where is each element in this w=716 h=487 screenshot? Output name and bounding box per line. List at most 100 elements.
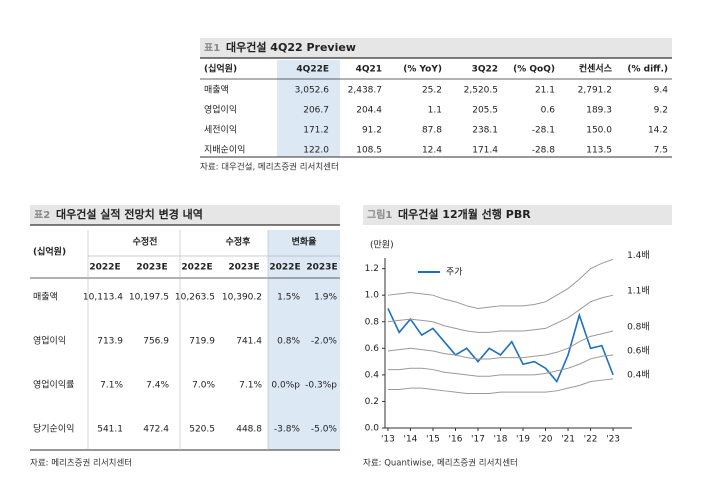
cell: 150.0 (586, 126, 612, 136)
cell: 10,390.2 (222, 293, 262, 303)
column-header: (십억원) (33, 246, 66, 258)
cell: 1.1 (428, 106, 442, 116)
cell: 171.4 (472, 146, 498, 156)
x-tick-label: '18 (494, 435, 508, 445)
x-tick-label: '13 (381, 435, 395, 445)
row-label: 매출액 (33, 291, 58, 303)
row-label: 영업이익 (33, 335, 66, 347)
highlight-column (268, 230, 340, 450)
table-label: 표1 (204, 42, 220, 54)
cell: 9.2 (654, 106, 668, 116)
x-tick-label: '21 (561, 435, 575, 445)
legend-label: 주가 (446, 267, 463, 278)
cell: 7.4% (146, 381, 169, 391)
cell: 108.5 (356, 146, 382, 156)
band-label: 0.6배 (627, 345, 650, 356)
column-header: 수정후 (226, 236, 252, 248)
cell: 12.4 (422, 146, 442, 156)
cell: 541.1 (97, 425, 123, 435)
y-tick-label: 0.0 (365, 424, 380, 434)
cell: 741.4 (236, 337, 262, 347)
cell: 3,052.6 (295, 86, 330, 96)
row-label: 세전이익 (204, 124, 237, 136)
band-line (387, 378, 614, 394)
row-label: 지배순이익 (204, 144, 245, 156)
cell: -0.3%p (305, 381, 337, 391)
band-label: 1.1배 (627, 286, 650, 297)
cell: 238.1 (472, 126, 498, 136)
cell: 0.0%p (271, 381, 300, 391)
column-header: 2023E (136, 263, 167, 273)
column-header: 2022E (181, 263, 212, 273)
x-tick-label: '20 (539, 435, 553, 445)
cell: 1.5% (277, 293, 300, 303)
cell: 0.8% (277, 337, 300, 347)
y-tick-label: 0.8 (365, 317, 380, 327)
cell: 0.6 (541, 106, 556, 116)
table-title: 대우건설 실적 전망치 변경 내역 (56, 207, 203, 221)
x-tick-label: '16 (449, 435, 463, 445)
cell: 87.8 (422, 126, 442, 136)
column-header: 변화율 (292, 236, 317, 248)
row-label: 영업이익률 (33, 379, 74, 391)
cell: 2,791.2 (578, 86, 612, 96)
title-bar (200, 38, 672, 58)
cell: 2,438.7 (348, 86, 382, 96)
title-bar (363, 205, 672, 225)
band-label: 1.4배 (627, 250, 650, 261)
column-header: 2023E (306, 263, 337, 273)
cell: 122.0 (303, 146, 329, 156)
cell: 14.2 (648, 126, 668, 136)
cell: 472.4 (143, 425, 169, 435)
cell: 756.9 (143, 337, 169, 347)
band-label: 0.4배 (627, 369, 650, 380)
cell: 206.7 (303, 106, 329, 116)
chart-title: 대우건설 12개월 선행 PBR (398, 207, 531, 221)
cell: 7.5 (654, 146, 668, 156)
cell: 189.3 (586, 106, 612, 116)
cell: -2.0% (311, 337, 338, 347)
cell: 205.5 (472, 106, 498, 116)
cell: -28.1 (532, 126, 555, 136)
cell: 719.9 (189, 337, 215, 347)
column-header: 4Q21 (356, 65, 382, 75)
x-tick-label: '22 (584, 435, 598, 445)
highlight-column (277, 60, 340, 157)
cell: 520.5 (189, 425, 215, 435)
band-line (387, 330, 614, 360)
band-line (387, 258, 614, 309)
cell: 10,113.4 (83, 293, 123, 303)
figure-label: 그림1 (367, 209, 392, 221)
cell: 9.4 (654, 86, 669, 96)
x-tick-label: '19 (516, 435, 530, 445)
price-line (387, 308, 614, 384)
cell: 713.9 (97, 337, 123, 347)
cell: 2,520.5 (464, 86, 498, 96)
table-title: 대우건설 4Q22 Preview (226, 40, 356, 54)
source: 자료: 대우건설, 메리츠증권 리서치센터 (200, 162, 339, 173)
source: 자료: 메리츠증권 리서치센터 (30, 458, 132, 469)
y-tick-label: 1.0 (365, 291, 380, 301)
row-label: 당기순이익 (33, 423, 74, 435)
x-tick-label: '23 (606, 435, 620, 445)
column-header: 2022E (89, 263, 120, 273)
y-tick-label: 0.2 (365, 397, 379, 407)
cell: 7.1% (239, 381, 262, 391)
cell: 7.1% (100, 381, 123, 391)
x-tick-label: '15 (426, 435, 440, 445)
cell: 10,263.5 (175, 293, 215, 303)
row-label: 영업이익 (204, 104, 237, 116)
cell: 25.2 (422, 86, 442, 96)
column-header: 3Q22 (472, 65, 498, 75)
column-header: 컨센서스 (579, 63, 613, 75)
band-label: 0.8배 (627, 322, 650, 333)
column-header: (십억원) (204, 63, 237, 75)
cell: -3.8% (274, 425, 301, 435)
column-header: (% YoY) (403, 65, 442, 75)
cell: 113.5 (586, 146, 612, 156)
cell: 21.1 (535, 86, 555, 96)
y-tick-label: 1.2 (365, 264, 379, 274)
source: 자료: Quantiwise, 메리츠증권 리서치센터 (363, 458, 518, 469)
column-header: 2023E (228, 263, 259, 273)
